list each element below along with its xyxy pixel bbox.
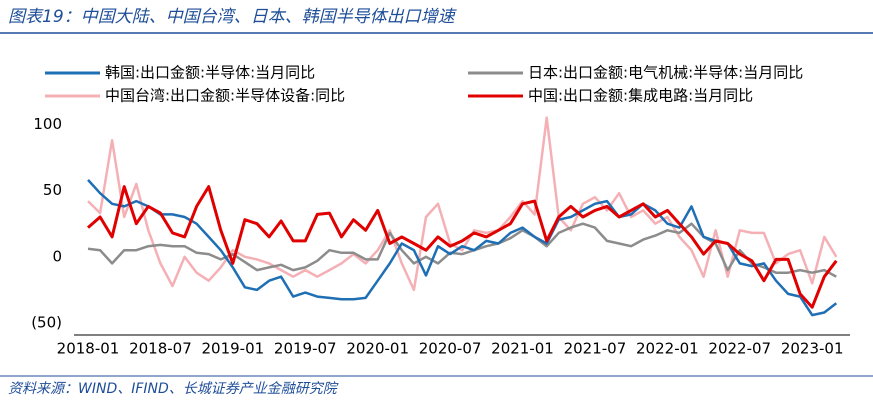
x-tick-label: 2021-07 bbox=[564, 340, 627, 358]
y-tick-label: 0 bbox=[52, 247, 62, 265]
series-line bbox=[87, 179, 838, 317]
legend-label: 中国台湾:出口金额:半导体设备:同比 bbox=[105, 87, 345, 105]
series-line bbox=[87, 185, 838, 309]
series-line bbox=[87, 222, 837, 278]
x-tick-label: 2023-01 bbox=[781, 340, 844, 358]
y-tick-label: 50 bbox=[43, 181, 62, 199]
legend-label: 韩国:出口金额:半导体:当月同比 bbox=[105, 64, 315, 82]
x-tick-label: 2022-01 bbox=[636, 340, 699, 358]
x-tick-label: 2022-07 bbox=[708, 340, 771, 358]
x-tick-label: 2019-07 bbox=[274, 340, 337, 358]
source-note: 资料来源：WIND、IFIND、长城证券产业金融研究院 bbox=[8, 381, 339, 397]
x-tick-label: 2021-01 bbox=[491, 340, 554, 358]
x-tick-label: 2018-07 bbox=[129, 340, 192, 358]
x-tick-label: 2020-01 bbox=[346, 340, 409, 358]
x-tick-label: 2019-01 bbox=[201, 340, 264, 358]
y-tick-label: (50) bbox=[31, 314, 62, 332]
legend-label: 日本:出口金额:电气机械:半导体:当月同比 bbox=[528, 64, 803, 82]
legend-label: 中国:出口金额:集成电路:当月同比 bbox=[528, 87, 753, 105]
x-tick-label: 2020-07 bbox=[419, 340, 482, 358]
x-tick-label: 2018-01 bbox=[57, 340, 120, 358]
chart-title: 图表19：中国大陆、中国台湾、日本、韩国半导体出口增速 bbox=[8, 7, 458, 27]
y-tick-label: 100 bbox=[33, 115, 62, 133]
